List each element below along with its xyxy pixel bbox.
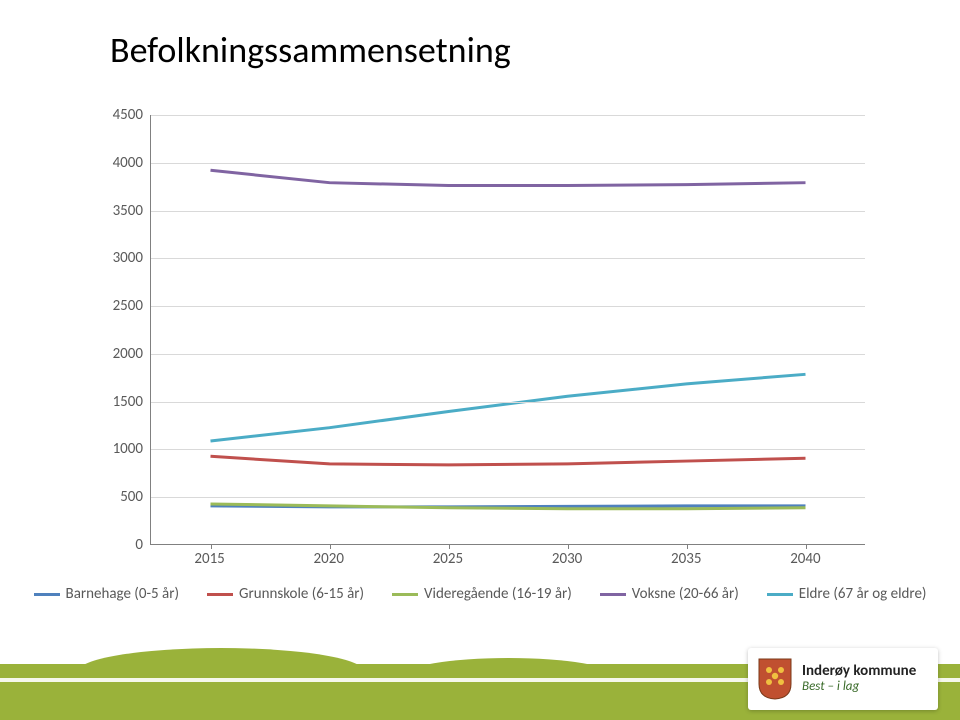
legend-swatch (34, 593, 60, 596)
page-title: Befolkningssammensetning (0, 28, 960, 72)
footer-band: Inderøy kommune Best – i lag (0, 652, 960, 720)
logo-slogan: Best – i lag (802, 680, 916, 694)
series-line (211, 456, 806, 465)
x-axis-label: 2025 (433, 550, 463, 568)
crest-icon (758, 658, 792, 700)
plot-area (150, 115, 865, 545)
legend-item: Voksne (20-66 år) (600, 585, 739, 603)
y-axis-label: 2000 (93, 345, 143, 363)
x-tick-mark (568, 544, 569, 549)
y-axis-label: 1500 (93, 393, 143, 411)
legend-item: Barnehage (0-5 år) (34, 585, 179, 603)
slide: { "title": { "text": "Befolkningssammens… (0, 0, 960, 720)
legend-label: Videregående (16-19 år) (424, 585, 572, 603)
grid-line (151, 449, 865, 450)
grid-line (151, 258, 865, 259)
x-tick-mark (211, 544, 212, 549)
legend-label: Barnehage (0-5 år) (66, 585, 179, 603)
x-axis-label: 2020 (314, 550, 344, 568)
legend-swatch (392, 593, 418, 596)
legend-label: Voksne (20-66 år) (632, 585, 739, 603)
grid-line (151, 354, 865, 355)
y-axis-label: 3500 (93, 202, 143, 220)
grid-line (151, 115, 865, 116)
legend-swatch (600, 593, 626, 596)
x-tick-mark (687, 544, 688, 549)
x-axis-label: 2040 (790, 550, 820, 568)
grid-line (151, 163, 865, 164)
y-axis-label: 4000 (93, 154, 143, 172)
chart-lines (151, 115, 865, 544)
x-axis-label: 2030 (552, 550, 582, 568)
y-axis-label: 0 (93, 536, 143, 554)
line-chart: 0500100015002000250030003500400045002015… (95, 115, 865, 570)
grid-line (151, 402, 865, 403)
grid-line (151, 306, 865, 307)
logo-name: Inderøy kommune (802, 664, 916, 680)
series-line (211, 170, 806, 185)
x-axis-label: 2035 (671, 550, 701, 568)
legend-swatch (207, 593, 233, 596)
legend-item: Eldre (67 år og eldre) (767, 585, 927, 603)
y-axis-label: 500 (93, 488, 143, 506)
footer-hill (403, 658, 614, 676)
chart-legend: Barnehage (0-5 år) Grunnskole (6-15 år) Vi… (0, 585, 960, 603)
x-tick-mark (806, 544, 807, 549)
legend-item: Videregående (16-19 år) (392, 585, 572, 603)
legend-item: Grunnskole (6-15 år) (207, 585, 364, 603)
grid-line (151, 497, 865, 498)
y-axis-label: 4500 (93, 106, 143, 124)
y-axis-label: 2500 (93, 297, 143, 315)
series-line (211, 374, 806, 441)
x-tick-mark (449, 544, 450, 549)
y-axis-label: 3000 (93, 249, 143, 267)
logo-text: Inderøy kommune Best – i lag (802, 664, 916, 693)
y-axis-label: 1000 (93, 440, 143, 458)
x-tick-mark (330, 544, 331, 549)
logo-card: Inderøy kommune Best – i lag (748, 648, 938, 710)
x-axis-label: 2015 (194, 550, 224, 568)
grid-line (151, 211, 865, 212)
legend-label: Eldre (67 år og eldre) (799, 585, 927, 603)
legend-swatch (767, 593, 793, 596)
legend-label: Grunnskole (6-15 år) (239, 585, 364, 603)
